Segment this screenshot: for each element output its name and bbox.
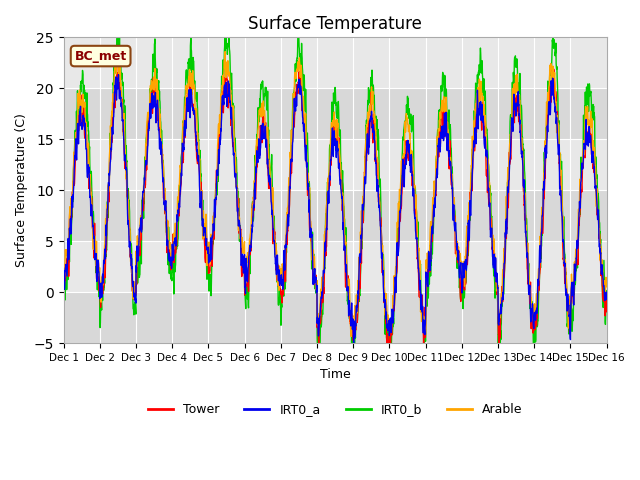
Bar — [63, 292, 607, 343]
Text: BC_met: BC_met — [74, 49, 127, 62]
Y-axis label: Surface Temperature (C): Surface Temperature (C) — [15, 113, 28, 267]
Title: Surface Temperature: Surface Temperature — [248, 15, 422, 33]
Bar — [63, 88, 607, 139]
Bar — [63, 190, 607, 241]
Legend: Tower, IRT0_a, IRT0_b, Arable: Tower, IRT0_a, IRT0_b, Arable — [143, 398, 527, 421]
X-axis label: Time: Time — [320, 368, 351, 381]
